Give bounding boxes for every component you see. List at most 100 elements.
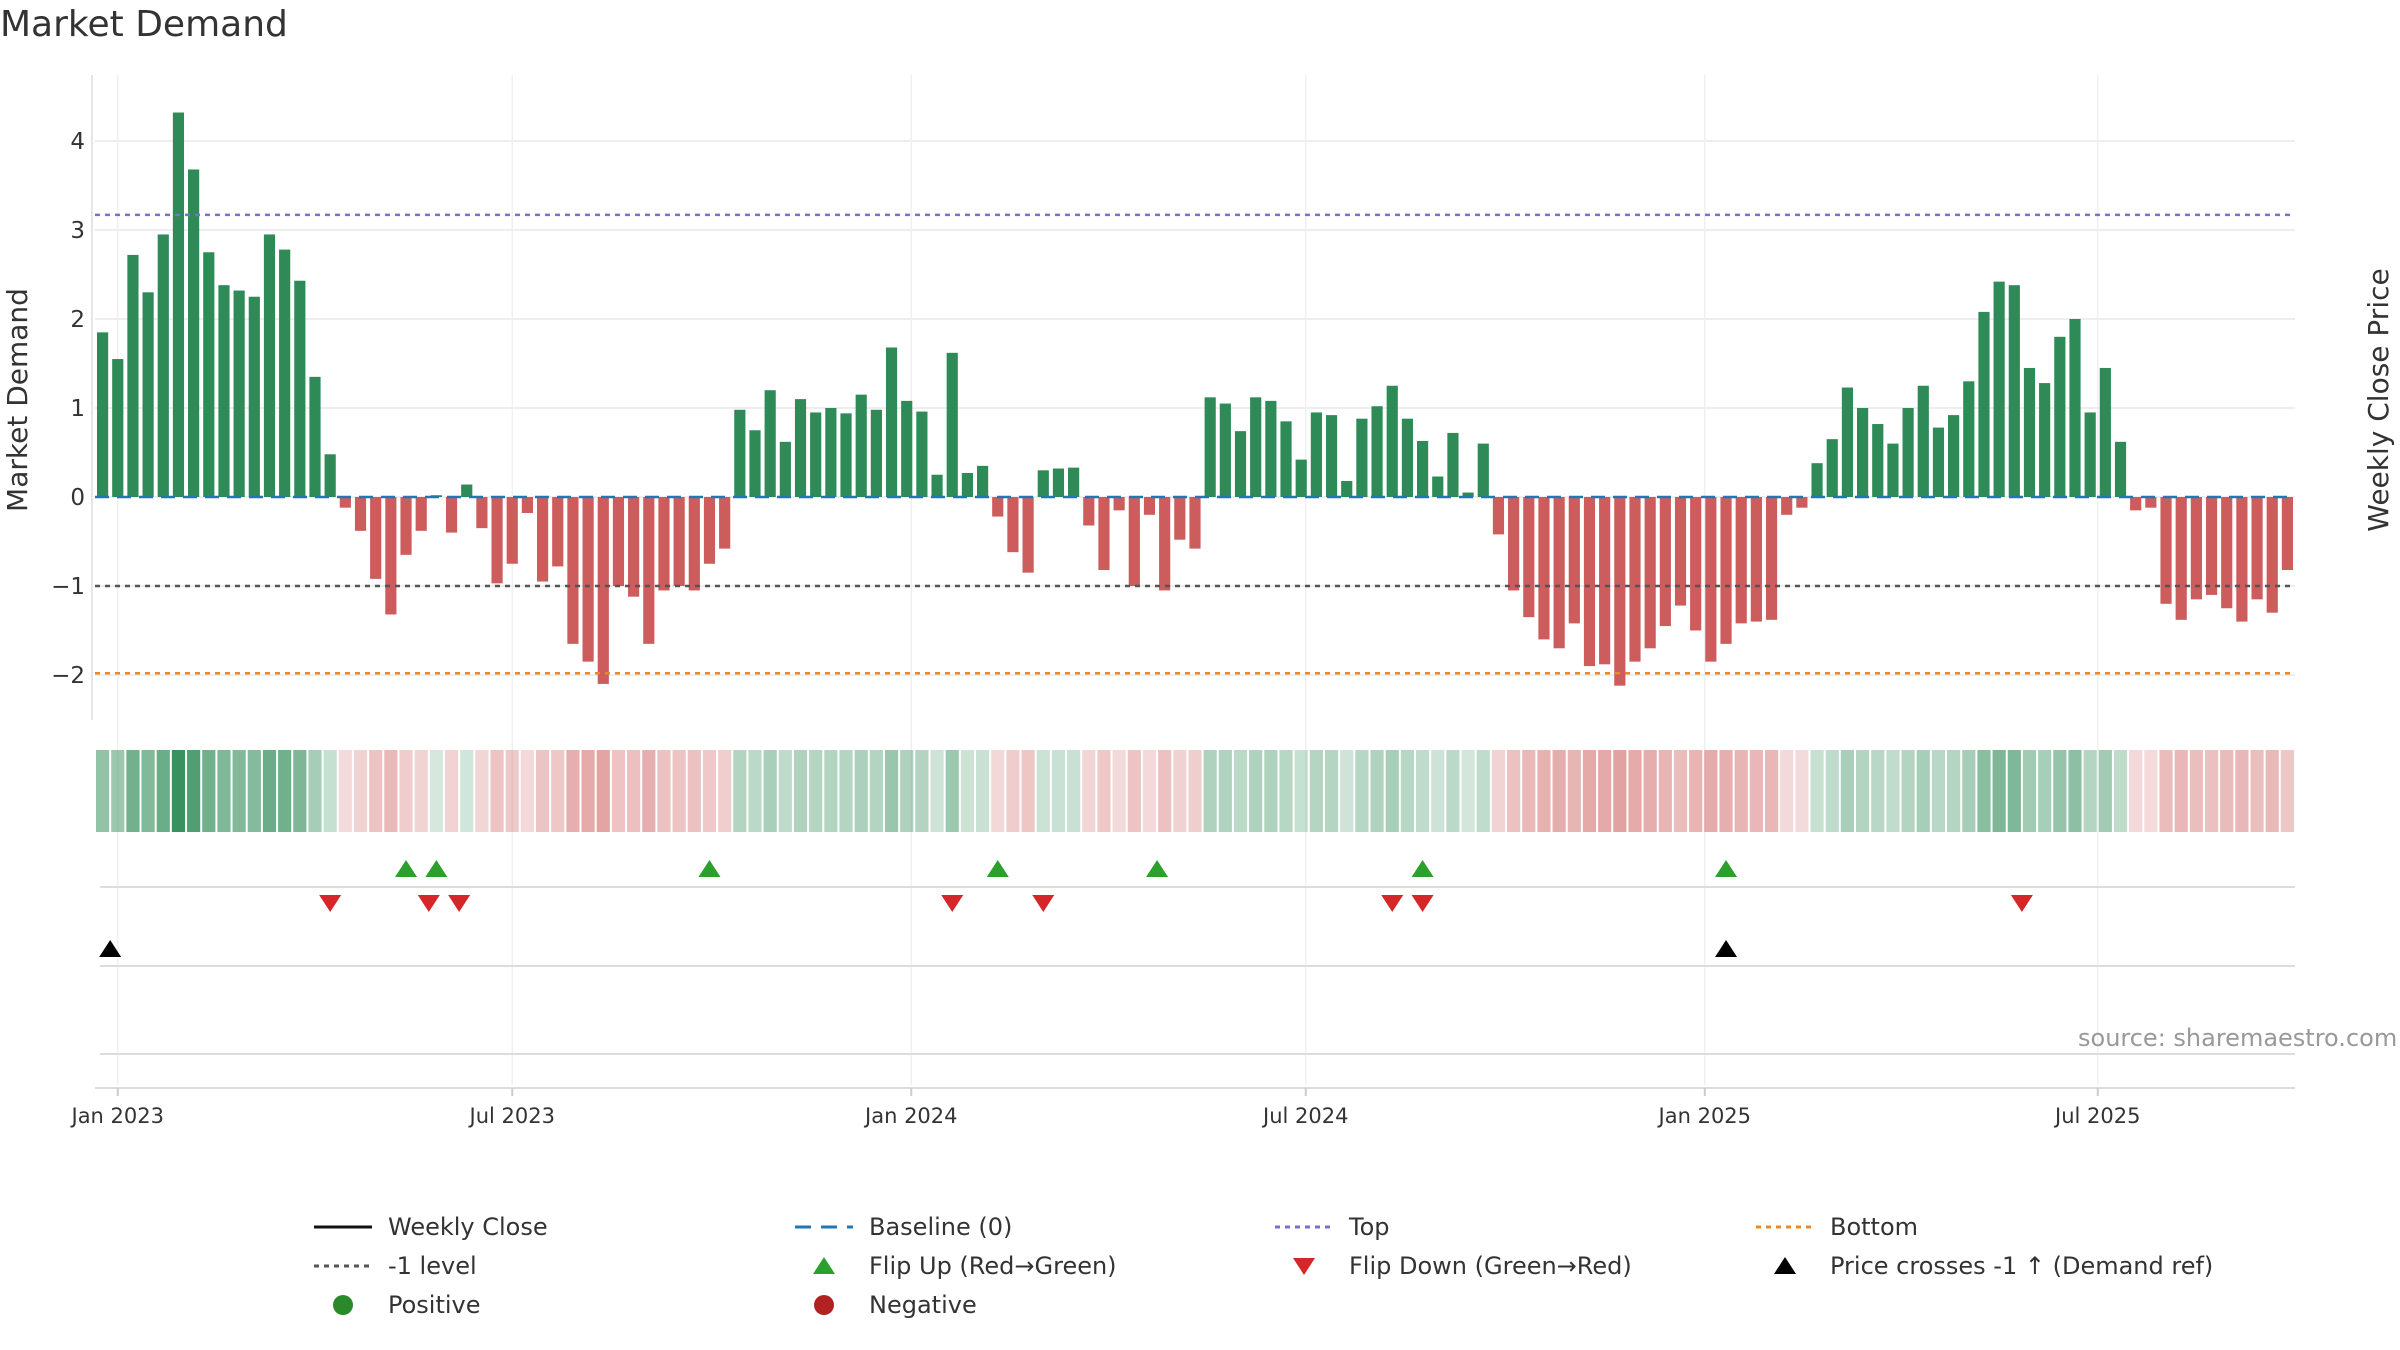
negative-bar bbox=[597, 497, 609, 684]
positive-bar bbox=[946, 352, 958, 497]
heat-cell-negative bbox=[1491, 750, 1506, 832]
heat-cell-positive bbox=[809, 750, 823, 832]
legend-label: Bottom bbox=[1830, 1213, 1919, 1241]
heat-cell-positive bbox=[2007, 750, 2021, 832]
heat-cell-negative bbox=[1537, 750, 1551, 832]
negative-bar bbox=[1174, 497, 1186, 540]
flip-up-marker bbox=[1411, 860, 1434, 877]
heat-cell-positive bbox=[1931, 750, 1946, 832]
positive-bar bbox=[172, 112, 185, 498]
heat-cell-positive bbox=[187, 750, 201, 832]
legend-item: Price crosses -1 ↑ (Demand ref) bbox=[1754, 1249, 2213, 1283]
negative-bar bbox=[1113, 497, 1125, 511]
positive-bar bbox=[2114, 441, 2127, 497]
heat-cell-negative bbox=[1764, 750, 1779, 832]
heat-cell-positive bbox=[156, 750, 170, 832]
positive-bar bbox=[1310, 412, 1322, 497]
heat-cell-negative bbox=[1173, 750, 1187, 832]
positive-bar bbox=[1963, 381, 1975, 497]
heat-cell-positive bbox=[171, 750, 186, 832]
heat-cell-negative bbox=[1734, 750, 1748, 832]
negative-bar bbox=[1007, 497, 1019, 553]
legend-item: Negative bbox=[793, 1288, 977, 1322]
flip-up-marker bbox=[698, 860, 721, 877]
heat-cell-positive bbox=[884, 750, 899, 832]
heat-cell-positive bbox=[960, 750, 974, 832]
negative-bar bbox=[2281, 497, 2293, 570]
heat-cell-positive bbox=[1992, 750, 2006, 832]
heat-cell-positive bbox=[1355, 750, 1369, 832]
negative-bar bbox=[1690, 497, 1702, 631]
heat-cell-negative bbox=[611, 750, 626, 832]
heat-cell-negative bbox=[1188, 750, 1202, 832]
positive-bar bbox=[961, 472, 973, 497]
heat-cell-positive bbox=[2038, 750, 2052, 832]
heat-cell-positive bbox=[793, 750, 808, 832]
negative-bar bbox=[2236, 497, 2248, 622]
negative-bar bbox=[2145, 497, 2157, 508]
positive-bar bbox=[97, 332, 109, 497]
flip-up-marker bbox=[1715, 860, 1738, 877]
y-tick-label: 2 bbox=[70, 307, 85, 333]
heat-cell-positive bbox=[460, 750, 474, 832]
dot-icon bbox=[1275, 1225, 1333, 1229]
heat-cell-positive bbox=[2022, 750, 2037, 832]
positive-bar bbox=[901, 400, 913, 497]
heat-cell-positive bbox=[945, 750, 959, 832]
positive-bar bbox=[1917, 385, 1929, 497]
heat-cell-negative bbox=[2174, 750, 2188, 832]
heat-cell-positive bbox=[2068, 750, 2082, 832]
heat-cell-positive bbox=[733, 750, 747, 832]
negative-bar bbox=[1128, 497, 1140, 586]
negative-bar bbox=[1553, 497, 1565, 649]
x-tick-label: Jan 2024 bbox=[863, 1104, 958, 1128]
heat-cell-negative bbox=[1598, 750, 1612, 832]
legend-label: -1 level bbox=[388, 1252, 477, 1280]
positive-bar bbox=[1401, 418, 1413, 497]
heat-cell-negative bbox=[718, 750, 732, 832]
chart-legend: Weekly Close Baseline (0) Top Bottom -1 leve… bbox=[0, 1210, 2400, 1330]
positive-bar bbox=[2069, 319, 2081, 497]
heat-cell-negative bbox=[551, 750, 565, 832]
heat-cell-negative bbox=[505, 750, 519, 832]
heat-cell-negative bbox=[657, 750, 671, 832]
positive-bar bbox=[248, 296, 260, 497]
positive-bar bbox=[461, 484, 473, 497]
heat-cell-positive bbox=[111, 750, 125, 832]
positive-bar bbox=[157, 234, 169, 497]
negative-bar bbox=[1735, 497, 1747, 624]
positive-bar bbox=[810, 412, 822, 497]
positive-bar bbox=[1234, 431, 1247, 497]
x-tick-label: Jul 2025 bbox=[2053, 1104, 2140, 1128]
negative-bar bbox=[2130, 497, 2142, 511]
positive-bar bbox=[931, 474, 943, 497]
positive-bar bbox=[977, 465, 989, 497]
flip-down-marker bbox=[319, 895, 342, 912]
heat-cell-positive bbox=[900, 750, 914, 832]
negative-bar bbox=[2221, 497, 2233, 609]
heat-cell-positive bbox=[976, 750, 990, 832]
heat-cell-negative bbox=[1719, 750, 1733, 832]
negative-bar bbox=[1523, 497, 1535, 618]
negative-bar bbox=[628, 497, 640, 597]
positive-bar bbox=[1477, 443, 1489, 497]
positive-bar bbox=[1948, 415, 1960, 497]
heat-cell-positive bbox=[1249, 750, 1263, 832]
positive-bar bbox=[2039, 383, 2051, 497]
heat-cell-positive bbox=[930, 750, 944, 832]
heat-cell-positive bbox=[1947, 750, 1961, 832]
positive-bar bbox=[764, 390, 776, 497]
heat-cell-negative bbox=[2129, 750, 2143, 832]
negative-bar bbox=[1614, 497, 1626, 686]
heat-cell-negative bbox=[1613, 750, 1627, 832]
heat-cell-positive bbox=[1810, 750, 1824, 832]
heat-cell-positive bbox=[1962, 750, 1976, 832]
negative-bar bbox=[1189, 497, 1201, 549]
negative-bar bbox=[1143, 497, 1156, 515]
heat-cell-positive bbox=[2113, 750, 2128, 832]
heat-cell-positive bbox=[1461, 750, 1475, 832]
legend-label: Top bbox=[1349, 1213, 1390, 1241]
negative-bar bbox=[1644, 497, 1656, 649]
heat-cell-negative bbox=[1795, 750, 1809, 832]
flip-down-marker bbox=[1381, 895, 1404, 912]
